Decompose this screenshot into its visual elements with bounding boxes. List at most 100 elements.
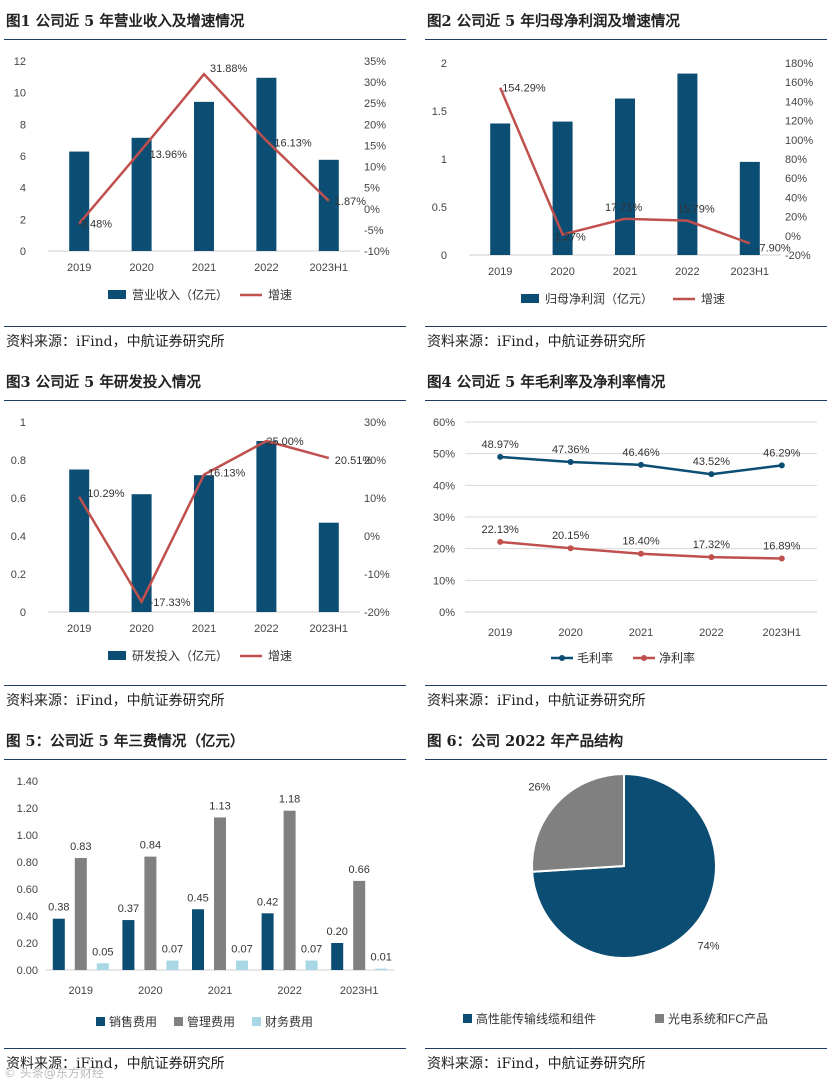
- category-label: 2022: [254, 623, 278, 635]
- right-tick-label: 15%: [364, 140, 386, 152]
- bar: [131, 494, 152, 612]
- right-tick-label: -10%: [364, 569, 390, 581]
- source-note: 资料来源：iFind，中航证券研究所: [4, 1048, 406, 1078]
- right-tick-label: 100%: [785, 135, 813, 147]
- category-label: 2021: [613, 266, 637, 278]
- left-tick-label: 12: [14, 56, 26, 68]
- category-label: 2023H1: [310, 262, 349, 274]
- category-label: 2020: [558, 627, 582, 639]
- figure-title: 图 6：公司 2022 年产品结构: [425, 724, 827, 760]
- left-tick-label: 0%: [439, 607, 455, 619]
- left-tick-label: 0: [20, 246, 26, 258]
- data-label: 18.40%: [622, 536, 660, 548]
- data-label: 20.51%: [335, 455, 373, 467]
- bar: [69, 469, 90, 612]
- figure-title: 图3 公司近 5 年研发投入情况: [4, 365, 406, 401]
- data-label: 0.38: [48, 902, 69, 914]
- data-label: 1.27%: [555, 232, 586, 244]
- right-tick-label: 140%: [785, 96, 813, 108]
- right-tick-label: 0%: [785, 231, 801, 243]
- left-tick-label: 4: [20, 183, 26, 195]
- data-label: 0.83: [70, 841, 91, 853]
- slice-label: 26%: [528, 782, 550, 794]
- data-label: -3.48%: [77, 218, 112, 230]
- legend-label: 增速: [268, 649, 292, 663]
- data-label: 0.66: [348, 864, 369, 876]
- left-tick-label: 0.2: [11, 569, 26, 581]
- right-tick-label: 35%: [364, 56, 386, 68]
- category-label: 2023H1: [731, 266, 770, 278]
- left-tick-label: 1.00: [17, 830, 38, 842]
- legend-swatch: [463, 1014, 472, 1023]
- data-point: [638, 461, 644, 468]
- legend-swatch-bar: [108, 651, 126, 660]
- bar: [214, 817, 226, 970]
- legend-label: 高性能传输线缆和组件: [476, 1011, 596, 1026]
- margins-chart: 0% 10% 20% 30% 40% 50% 60% 2019 2020 2021 2022 2023…: [433, 417, 817, 665]
- data-point: [497, 538, 504, 545]
- data-label: 15.79%: [677, 204, 715, 216]
- right-tick-label: 80%: [785, 154, 807, 166]
- left-tick-label: 0.5: [432, 202, 447, 214]
- left-tick-label: 0.8: [11, 455, 26, 467]
- bar: [69, 151, 90, 251]
- source-note: 资料来源：iFind，中航证券研究所: [4, 685, 406, 715]
- legend-swatch-marker: [641, 655, 647, 661]
- left-tick-label: 30%: [433, 512, 455, 524]
- rd-chart: 0 0.2 0.4 0.6 0.8 1 -20% -10% 0% 10% 20% 30% 2019 202…: [11, 417, 390, 663]
- right-tick-label: 20%: [364, 455, 386, 467]
- bar: [236, 960, 248, 970]
- legend-swatch: [655, 1014, 664, 1023]
- left-tick-label: 10: [14, 88, 26, 100]
- bar: [122, 920, 135, 970]
- bar: [677, 73, 698, 255]
- source-note: 资料来源：iFind，中航证券研究所: [425, 326, 827, 356]
- left-tick-label: 6: [20, 151, 26, 163]
- data-label: 0.42: [257, 896, 278, 908]
- left-tick-label: 1: [441, 154, 447, 166]
- category-label: 2021: [629, 627, 653, 639]
- legend-swatch: [252, 1017, 261, 1026]
- figure-title: 图1 公司近 5 年营业收入及增速情况: [4, 4, 406, 40]
- left-tick-label: 0.6: [11, 493, 26, 505]
- revenue-chart: 0 2 4 6 8 10 12 -10% -5% 0% 5% 10% 15% 20% 25% 30% 35% 20…: [14, 56, 390, 302]
- data-point: [638, 550, 644, 557]
- legend-swatch-marker: [559, 655, 565, 661]
- category-label: 2020: [550, 266, 574, 278]
- bar: [192, 909, 204, 970]
- legend-label: 财务费用: [265, 1014, 313, 1029]
- data-label: 0.07: [231, 944, 252, 956]
- right-tick-label: 20%: [785, 212, 807, 224]
- bar: [256, 77, 277, 252]
- right-tick-label: 30%: [364, 77, 386, 89]
- bar: [318, 159, 339, 251]
- bar: [52, 918, 65, 970]
- right-tick-label: -5%: [364, 225, 384, 237]
- data-point: [497, 453, 504, 460]
- figure-title: 图4 公司近 5 年毛利率及净利率情况: [425, 365, 827, 401]
- category-label: 2023H1: [340, 985, 379, 997]
- left-tick-label: 2: [20, 214, 26, 226]
- data-label: 0.37: [118, 903, 139, 915]
- data-label: 13.96%: [150, 149, 188, 161]
- data-label: 1.18: [279, 794, 300, 806]
- expenses-chart: 0.00 0.20 0.40 0.60 0.80 1.00 1.20 1.40 2019 2020…: [17, 776, 394, 1029]
- data-label: 25.00%: [266, 436, 304, 448]
- pie-slice: [531, 772, 625, 873]
- growth-line: [78, 72, 330, 225]
- right-tick-label: 120%: [785, 116, 813, 128]
- right-tick-label: 10%: [364, 162, 386, 174]
- data-label: 46.46%: [622, 447, 660, 459]
- data-point: [708, 471, 715, 478]
- left-tick-label: 0.60: [17, 884, 38, 896]
- legend-label: 光电系统和FC产品: [668, 1012, 768, 1026]
- right-tick-label: 160%: [785, 77, 813, 89]
- left-tick-label: 20%: [433, 544, 455, 556]
- data-label: 20.15%: [552, 530, 590, 542]
- right-tick-label: 180%: [785, 58, 813, 70]
- data-label: 47.36%: [552, 444, 590, 456]
- bar: [261, 913, 274, 970]
- right-tick-label: 20%: [364, 119, 386, 131]
- data-label: 154.29%: [502, 83, 546, 95]
- right-tick-label: -20%: [364, 607, 390, 619]
